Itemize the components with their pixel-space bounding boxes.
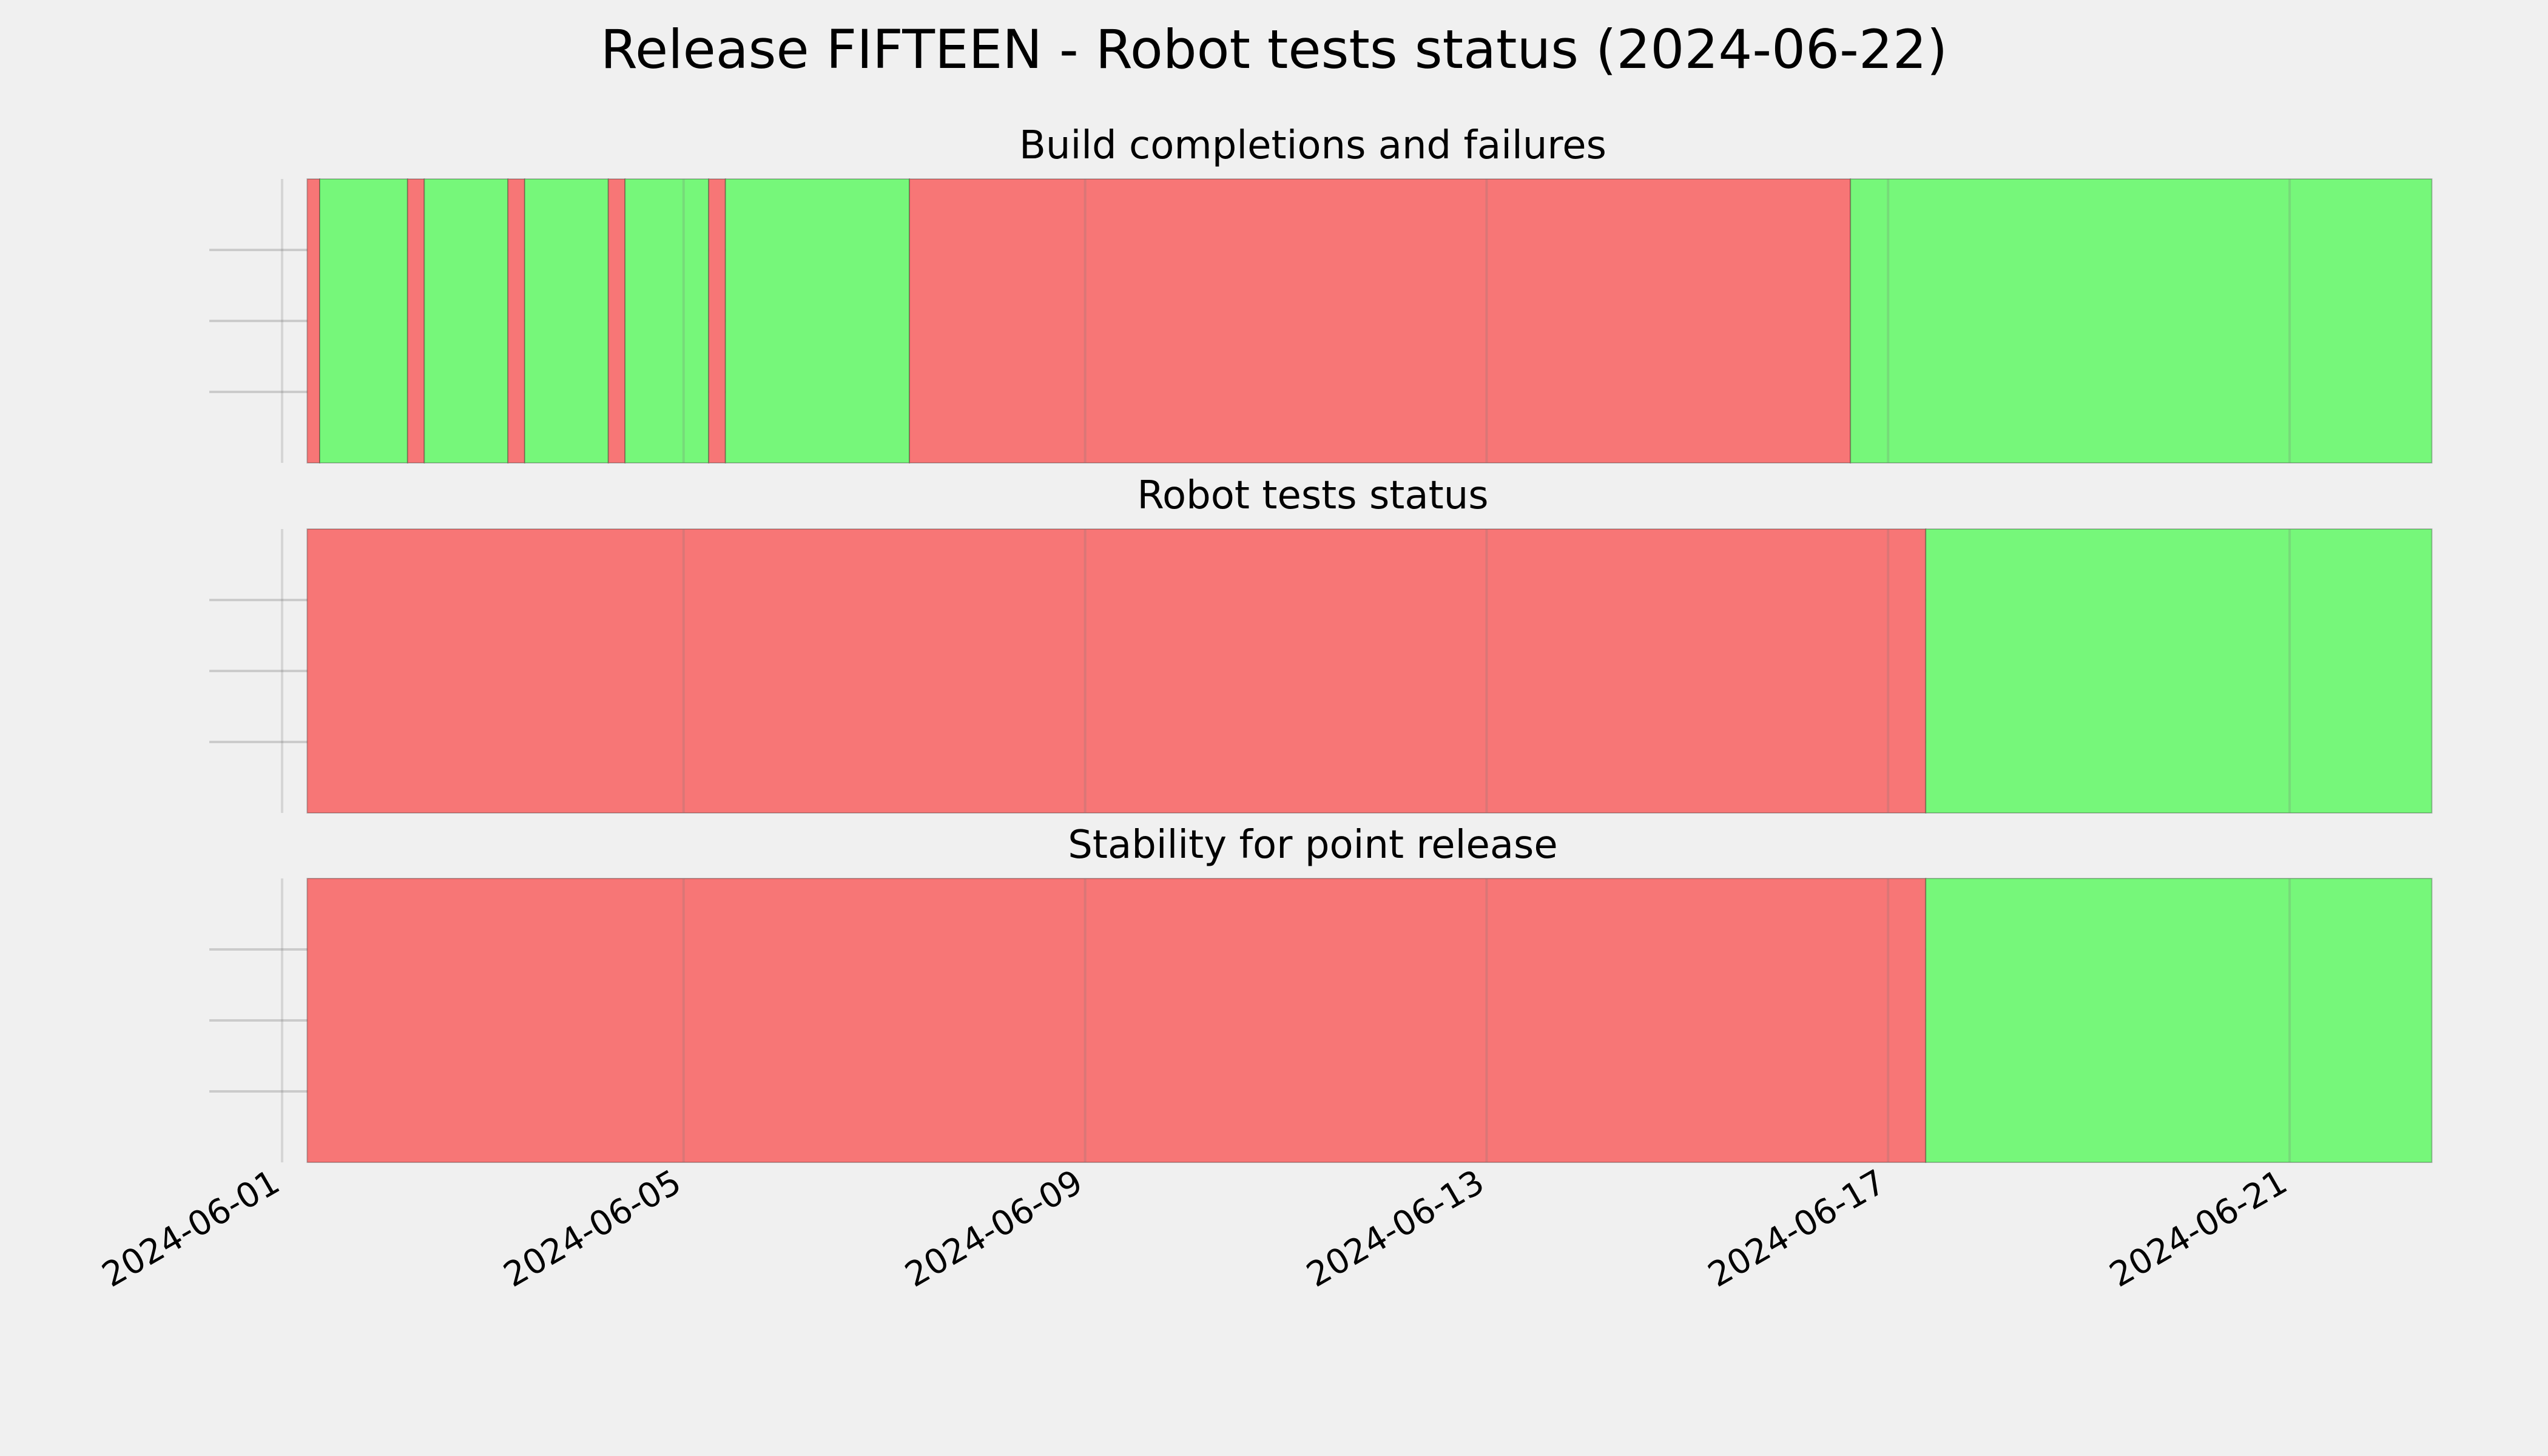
status-segment-pass [423,178,509,463]
status-segment-fail [909,178,1852,463]
panel-3: Stability for point release [209,823,2433,1163]
panel-title: Build completions and failures [1019,123,1606,168]
status-segment-pass [724,178,911,463]
panel-title: Robot tests status [1137,473,1488,518]
status-segment-pass [624,178,710,463]
panel-2: Robot tests status [209,473,2433,814]
panel-title: Stability for point release [1068,823,1558,868]
status-segment-fail [406,178,425,463]
status-segment-pass [1925,528,2433,814]
chart-title: Release FIFTEEN - Robot tests status (20… [601,18,1947,81]
status-segment-pass [1850,178,2433,463]
status-segment-pass [524,178,609,463]
status-segment-fail [708,178,726,463]
status-segment-pass [319,178,408,463]
status-segment-fail [507,178,525,463]
status-segment-pass [1925,878,2433,1163]
panel-1: Build completions and failures [209,123,2433,463]
status-segment-fail [306,528,1927,814]
status-segment-fail [306,178,321,463]
panels: Build completions and failures Robot test… [209,123,2433,1163]
status-segment-fail [607,178,626,463]
status-segment-fail [306,878,1927,1163]
